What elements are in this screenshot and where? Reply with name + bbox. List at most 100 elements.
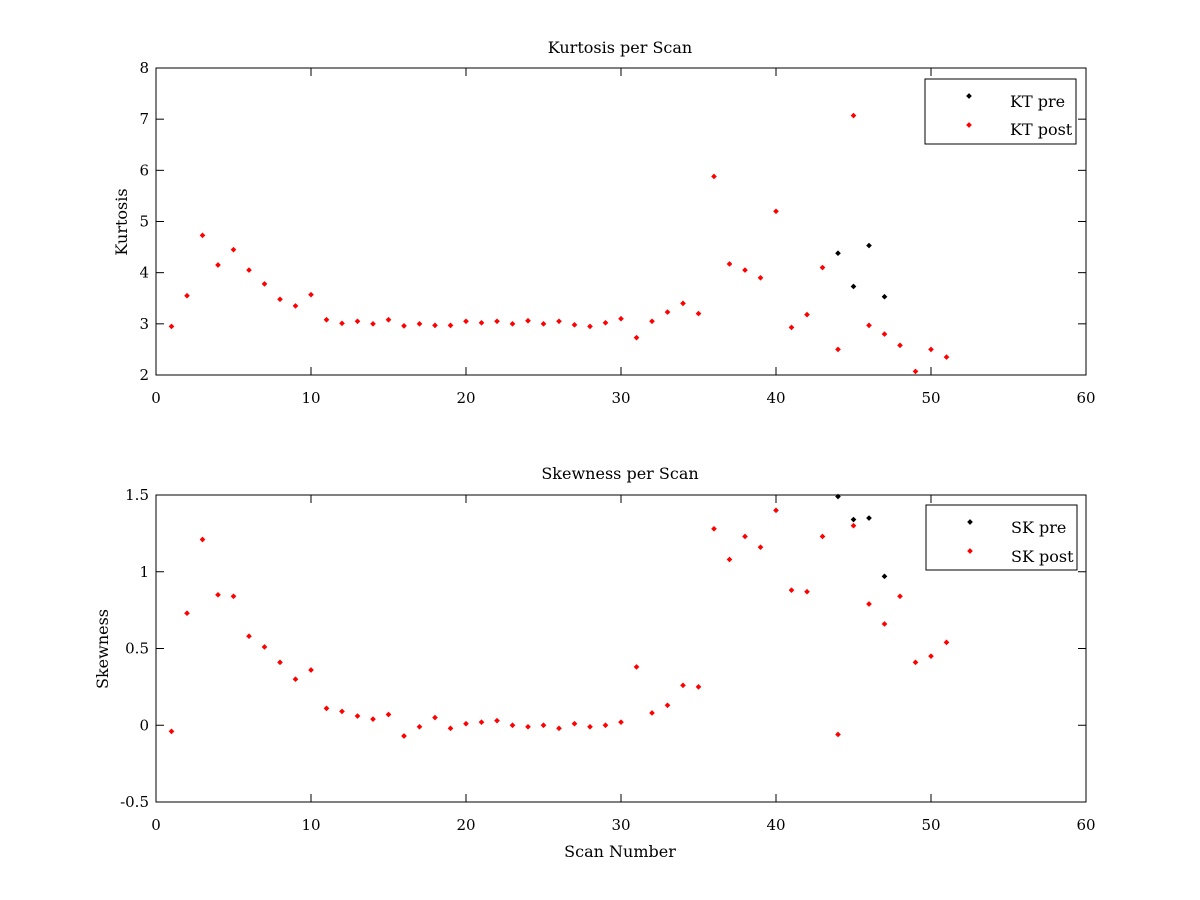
- skewness-post-point: [354, 713, 361, 719]
- skewness-plot: Skewness per Scan Skewness Scan Number 0…: [93, 464, 1096, 861]
- skewness-post-point: [494, 717, 500, 724]
- kurtosis-x-tick-label: 50: [921, 389, 940, 407]
- kurtosis-ticks: 0 10 20 30 40 50 60 2 3 4 5 6 7 8: [139, 59, 1095, 407]
- kurtosis-legend-label-pre: KT pre: [1010, 92, 1065, 111]
- kurtosis-post-point: [850, 112, 857, 119]
- kurtosis-post-point: [804, 311, 810, 318]
- skewness-post-point: [695, 684, 702, 690]
- kurtosis-legend: KT pre KT post: [924, 78, 1077, 145]
- skewness-post-point: [556, 725, 562, 732]
- kurtosis-post-point: [773, 208, 779, 215]
- skewness-y-tick-label: -0.5: [120, 793, 149, 811]
- skewness-x-axis-label: Scan Number: [564, 842, 676, 861]
- kurtosis-x-tick-label: 20: [456, 389, 475, 407]
- skewness-post-point: [928, 653, 934, 660]
- kurtosis-points: [168, 112, 950, 375]
- skewness-pre-point: [866, 515, 872, 521]
- kurtosis-legend-label-post: KT post: [1010, 120, 1073, 139]
- skewness-legend-marker-post: [967, 548, 973, 554]
- skewness-pre-point: [881, 573, 888, 580]
- kurtosis-post-point: [509, 321, 516, 327]
- kurtosis-post-point: [432, 322, 438, 329]
- skewness-post-point: [370, 716, 376, 722]
- kurtosis-post-point: [540, 321, 547, 327]
- kurtosis-post-point: [602, 319, 609, 326]
- skewness-post-point: [509, 722, 516, 729]
- skewness-post-point: [742, 533, 748, 540]
- kurtosis-post-point: [199, 232, 206, 239]
- kurtosis-post-point: [866, 322, 872, 329]
- skewness-post-point: [339, 708, 345, 715]
- kurtosis-post-point: [277, 296, 283, 303]
- skewness-post-point: [773, 507, 779, 514]
- skewness-y-tick-label: 1.5: [125, 486, 149, 504]
- skewness-post-point: [866, 601, 872, 607]
- skewness-pre-point: [850, 516, 857, 523]
- kurtosis-plot-title: Kurtosis per Scan: [548, 38, 692, 57]
- kurtosis-post-point: [525, 317, 531, 324]
- kurtosis-legend-marker-pre: [966, 93, 972, 99]
- skewness-post-point: [649, 710, 655, 716]
- skewness-post-point: [881, 621, 888, 627]
- kurtosis-post-point: [742, 267, 748, 273]
- kurtosis-post-point: [246, 267, 252, 273]
- kurtosis-x-tick-label: 40: [766, 389, 785, 407]
- skewness-post-point: [571, 720, 578, 727]
- skewness-legend: SK pre SK post: [925, 504, 1078, 571]
- kurtosis-post-point: [711, 173, 717, 180]
- skewness-post-point: [184, 610, 190, 617]
- kurtosis-post-point: [308, 291, 314, 298]
- kurtosis-y-tick-label: 3: [139, 315, 149, 333]
- kurtosis-post-point: [726, 261, 733, 267]
- kurtosis-post-point: [649, 318, 655, 325]
- skewness-x-tick-label: 30: [611, 816, 630, 834]
- skewness-post-point: [215, 591, 221, 598]
- skewness-post-point: [835, 731, 841, 738]
- skewness-legend-label-post: SK post: [1011, 547, 1074, 566]
- skewness-post-point: [850, 522, 857, 529]
- kurtosis-post-point: [943, 354, 950, 360]
- skewness-y-axis-label: Skewness: [93, 609, 112, 689]
- skewness-x-tick-label: 20: [456, 816, 475, 834]
- kurtosis-post-point: [292, 303, 299, 309]
- kurtosis-y-tick-label: 6: [139, 161, 149, 179]
- kurtosis-post-point: [680, 300, 686, 307]
- skewness-post-point: [680, 682, 686, 689]
- kurtosis-post-point: [323, 316, 330, 323]
- kurtosis-post-point: [416, 321, 423, 327]
- skewness-post-point: [804, 588, 810, 595]
- kurtosis-post-point: [370, 321, 376, 327]
- skewness-x-tick-label: 0: [151, 816, 161, 834]
- kurtosis-post-point: [912, 368, 919, 375]
- skewness-legend-box: [925, 504, 1078, 571]
- skewness-post-point: [463, 720, 469, 727]
- kurtosis-post-point: [184, 292, 190, 299]
- skewness-post-point: [819, 533, 826, 540]
- kurtosis-post-point: [835, 346, 841, 353]
- skewness-x-tick-label: 10: [301, 816, 320, 834]
- kurtosis-post-point: [168, 323, 175, 330]
- kurtosis-pre-point: [850, 283, 857, 290]
- skewness-post-point: [230, 593, 237, 600]
- kurtosis-pre-point: [835, 250, 841, 257]
- kurtosis-pre-point: [866, 242, 872, 249]
- kurtosis-legend-box: [924, 78, 1077, 145]
- skewness-post-point: [447, 725, 454, 732]
- kurtosis-post-point: [757, 274, 764, 281]
- kurtosis-x-tick-label: 10: [301, 389, 320, 407]
- skewness-post-point: [912, 659, 919, 666]
- kurtosis-post-point: [385, 316, 392, 323]
- skewness-points: [168, 493, 950, 739]
- kurtosis-y-tick-label: 4: [139, 264, 149, 282]
- skewness-post-point: [525, 723, 531, 730]
- skewness-post-point: [261, 644, 268, 650]
- skewness-post-point: [633, 664, 640, 670]
- skewness-post-point: [168, 728, 175, 735]
- skewness-post-point: [246, 633, 252, 640]
- kurtosis-post-point: [401, 323, 407, 329]
- kurtosis-post-point: [556, 318, 562, 325]
- kurtosis-post-point: [230, 246, 237, 253]
- skewness-post-point: [323, 705, 330, 712]
- kurtosis-y-tick-label: 8: [139, 59, 149, 77]
- skewness-post-point: [943, 639, 950, 646]
